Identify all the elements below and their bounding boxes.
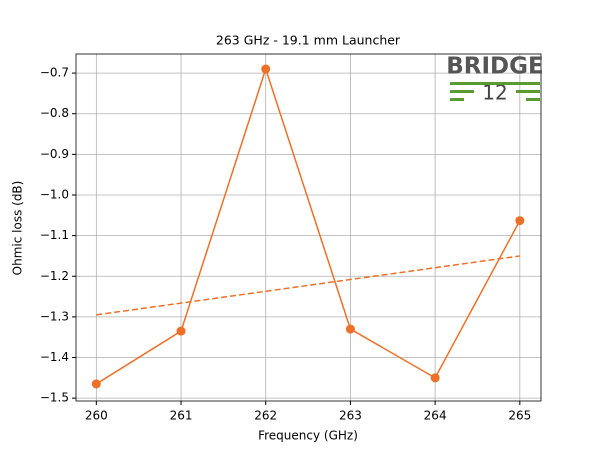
x-tick-label: 264 <box>424 409 447 423</box>
y-tick-label: −1.5 <box>40 391 69 405</box>
data-point <box>430 373 440 383</box>
logo-bar <box>516 90 540 93</box>
logo-bar <box>450 82 540 85</box>
y-axis-label: Ohmic loss (dB) <box>11 181 25 276</box>
chart-title: 263 GHz - 19.1 mm Launcher <box>216 33 401 48</box>
x-tick-label: 262 <box>254 409 277 423</box>
logo-bar <box>526 98 540 101</box>
y-tick-label: −1.4 <box>40 350 69 364</box>
y-tick-label: −1.1 <box>40 228 69 242</box>
axes-frame <box>75 53 542 402</box>
y-tick-label: −0.9 <box>40 147 69 161</box>
data-point <box>515 216 525 226</box>
logo-bar <box>450 90 474 93</box>
y-tick-label: −0.8 <box>40 106 69 120</box>
data-point <box>261 64 271 74</box>
x-tick-label: 265 <box>508 409 531 423</box>
series-line <box>96 255 520 316</box>
x-tick-label: 261 <box>170 409 193 423</box>
data-point <box>345 324 355 334</box>
series-line <box>95 66 521 385</box>
y-tick-label: −0.7 <box>40 66 69 80</box>
logo-bar <box>450 98 464 101</box>
x-axis-label: Frequency (GHz) <box>258 429 358 443</box>
y-tick-label: −1.3 <box>40 309 69 323</box>
x-tick-label: 260 <box>85 409 108 423</box>
y-tick-label: −1.0 <box>40 187 69 201</box>
logo: BRIDGE 12 <box>446 54 543 105</box>
plot-area: 260 261 262 263 264 265 −1.5 −1.4 −1.3 −1.2 −1.1 −1… <box>40 54 541 423</box>
y-tick-label: −1.2 <box>40 269 69 283</box>
data-point <box>91 379 101 389</box>
data-point <box>176 326 186 336</box>
x-tick-label: 263 <box>339 409 362 423</box>
logo-name: BRIDGE <box>446 54 543 80</box>
